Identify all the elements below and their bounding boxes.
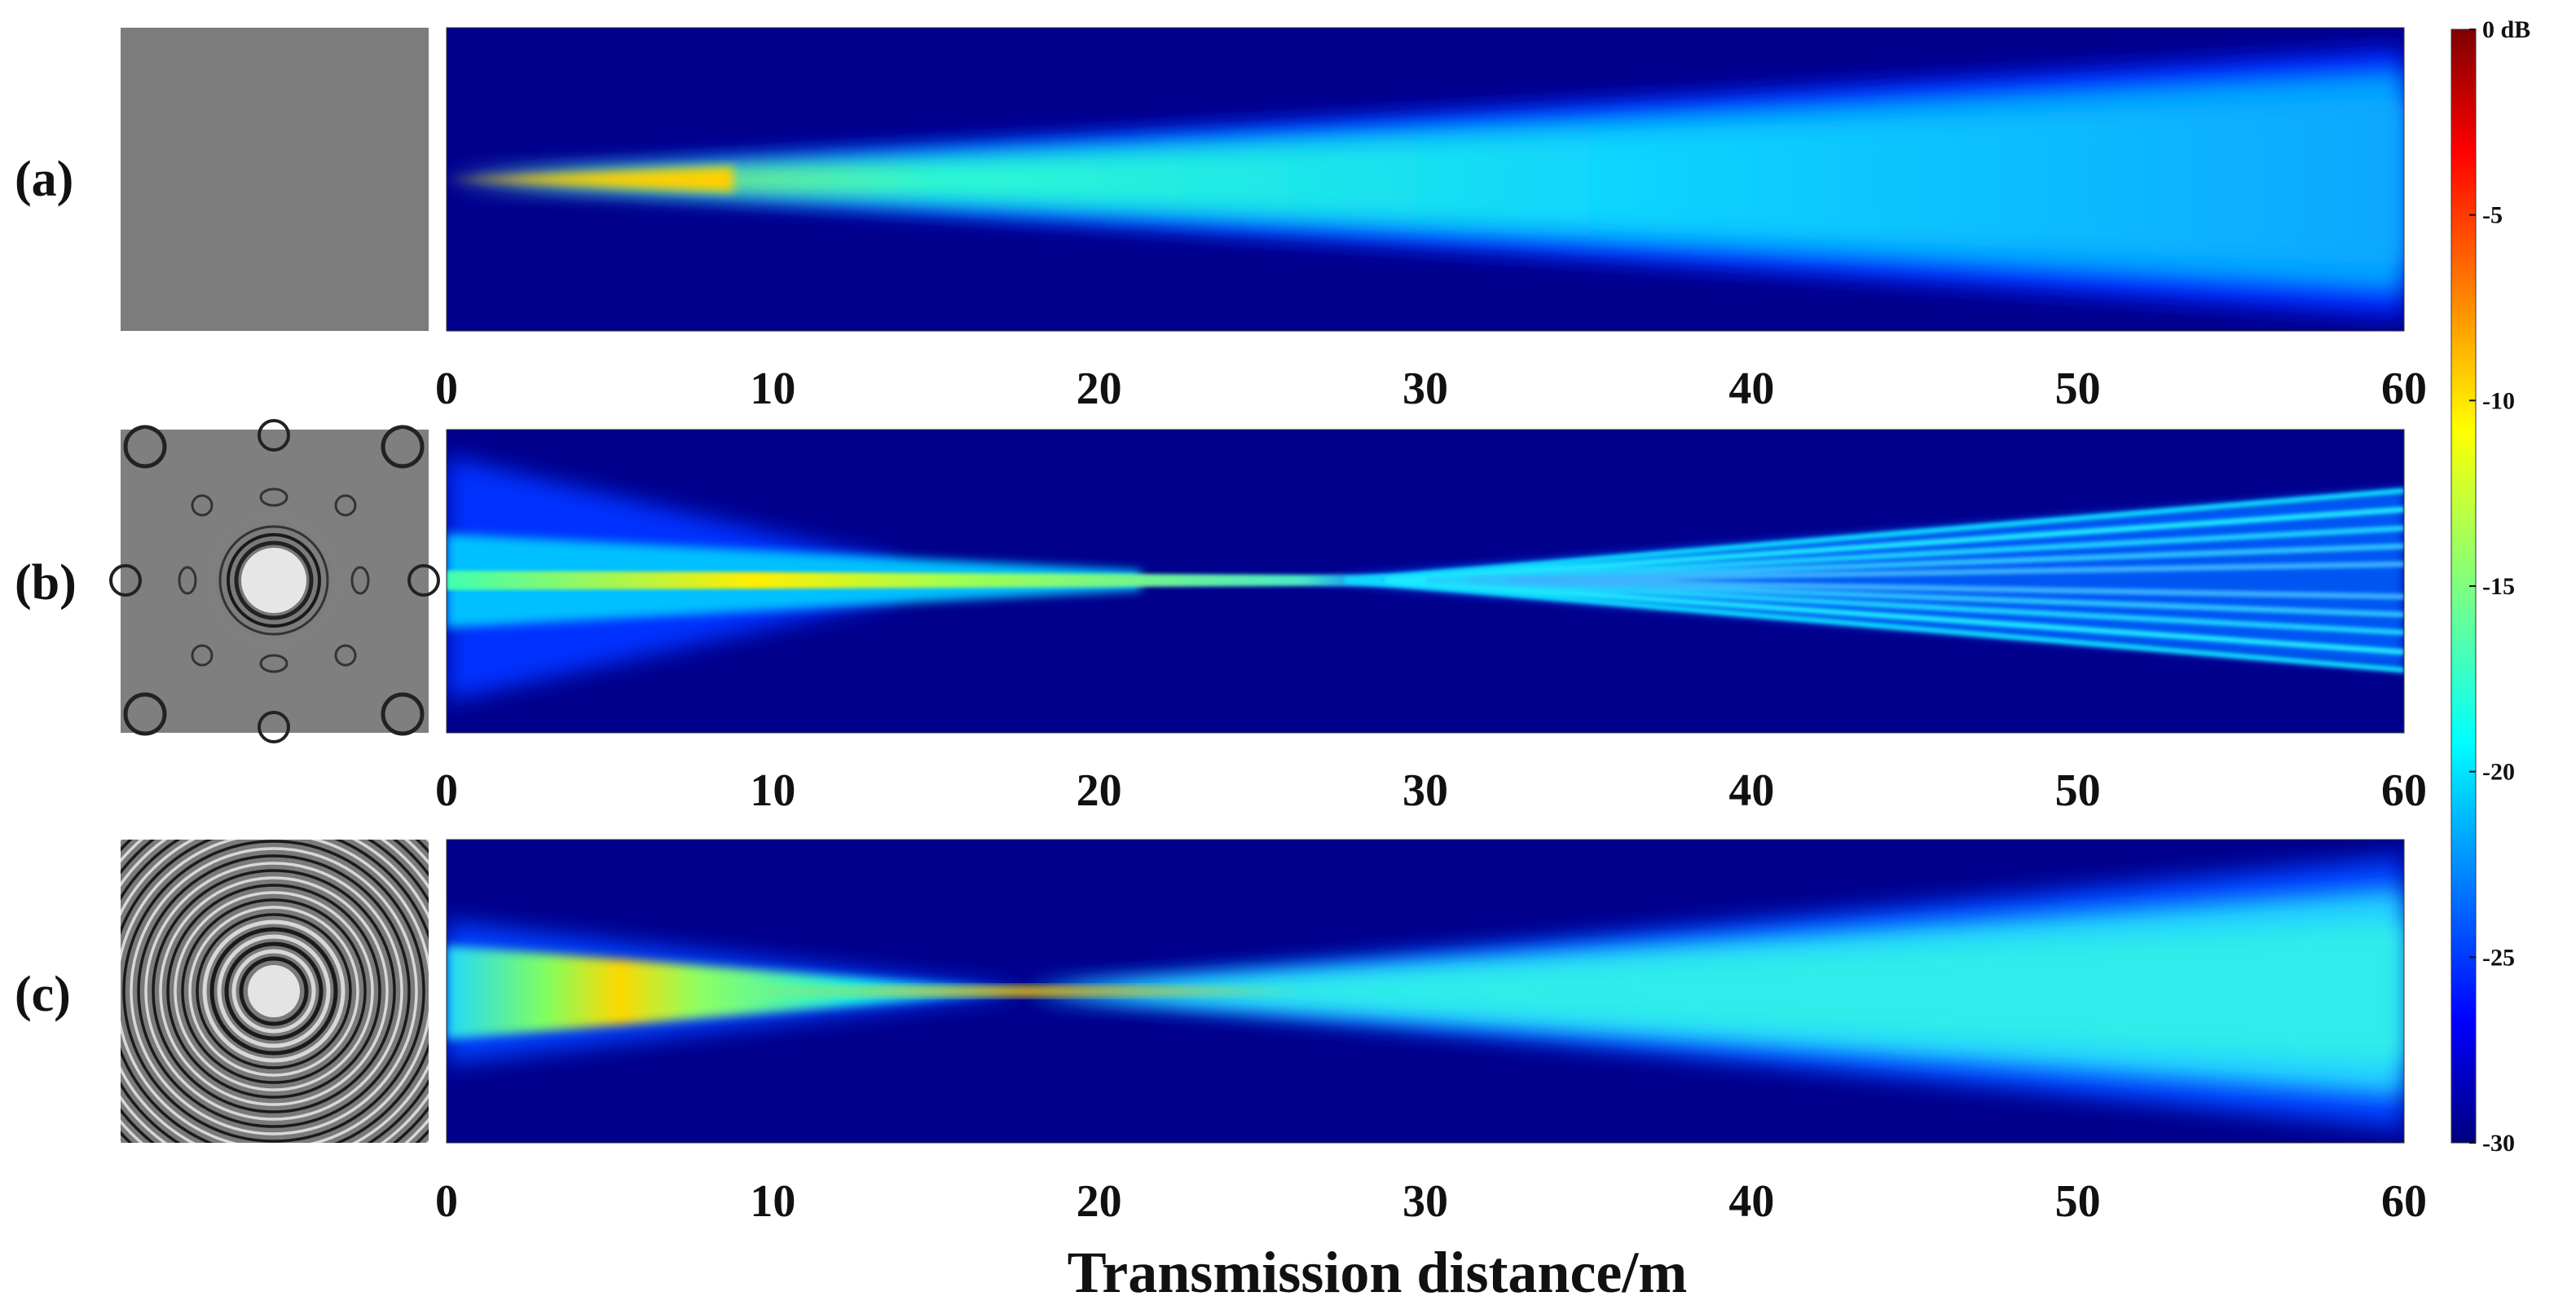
phase-mask-b bbox=[109, 419, 440, 743]
phase-mask-a bbox=[121, 28, 429, 331]
x-tick-label: 60 bbox=[2381, 1176, 2427, 1227]
heatmap-c bbox=[447, 840, 2404, 1143]
colorbar-ticks: 0 dB -5 -10 -15 -20 -25 -30 bbox=[2469, 16, 2530, 1157]
x-axis-label: Transmission distance/m bbox=[1068, 1240, 1688, 1305]
heatmap-a bbox=[447, 28, 2404, 331]
colorbar-tick-label: -30 bbox=[2482, 1130, 2515, 1157]
panel-a: (a) bbox=[15, 27, 2405, 332]
x-tick-label: 40 bbox=[1728, 1176, 1774, 1227]
x-tick-label: 40 bbox=[1728, 765, 1774, 816]
colorbar-tick-label: -25 bbox=[2482, 944, 2515, 971]
heatmap-b bbox=[447, 430, 2404, 733]
colorbar-tick-label: -10 bbox=[2482, 387, 2515, 414]
colorbar-tick-label: -5 bbox=[2482, 202, 2503, 229]
x-tick-label: 60 bbox=[2381, 364, 2427, 414]
x-tick-label: 20 bbox=[1077, 765, 1122, 816]
x-tick-label: 50 bbox=[2055, 1176, 2101, 1227]
colorbar-tick-label: 0 dB bbox=[2482, 16, 2530, 43]
x-tick-label: 40 bbox=[1728, 364, 1774, 414]
colorbar-tick-label: -15 bbox=[2482, 573, 2515, 600]
panel-label-b: (b) bbox=[15, 555, 77, 611]
x-tick-label: 10 bbox=[750, 1176, 795, 1227]
x-tick-label: 0 bbox=[435, 765, 458, 816]
x-tick-label: 0 bbox=[435, 364, 458, 414]
colorbar: 0 dB -5 -10 -15 -20 -25 -30 bbox=[2451, 16, 2530, 1157]
panel-b: (b) bbox=[15, 419, 2405, 743]
x-tick-label: 20 bbox=[1077, 364, 1122, 414]
x-tick-label: 50 bbox=[2055, 765, 2101, 816]
x-tick-label: 30 bbox=[1402, 364, 1448, 414]
phase-mask-c bbox=[121, 840, 429, 1143]
panel-label-a: (a) bbox=[15, 152, 73, 207]
x-tick-label: 30 bbox=[1402, 765, 1448, 816]
panel-c: (c) bbox=[15, 839, 2405, 1144]
colorbar-tick-label: -20 bbox=[2482, 759, 2515, 786]
panel-label-c: (c) bbox=[15, 967, 71, 1022]
x-tick-labels: 0 10 20 30 40 50 60 0 10 20 30 40 50 60 0 10 20 30 40 50 60 bbox=[435, 364, 2427, 1227]
x-tick-label: 50 bbox=[2055, 364, 2101, 414]
x-tick-label: 10 bbox=[750, 364, 795, 414]
x-tick-label: 10 bbox=[750, 765, 795, 816]
x-tick-label: 30 bbox=[1402, 1176, 1448, 1227]
x-tick-label: 20 bbox=[1077, 1176, 1122, 1227]
x-tick-label: 60 bbox=[2381, 765, 2427, 816]
x-tick-label: 0 bbox=[435, 1176, 458, 1227]
